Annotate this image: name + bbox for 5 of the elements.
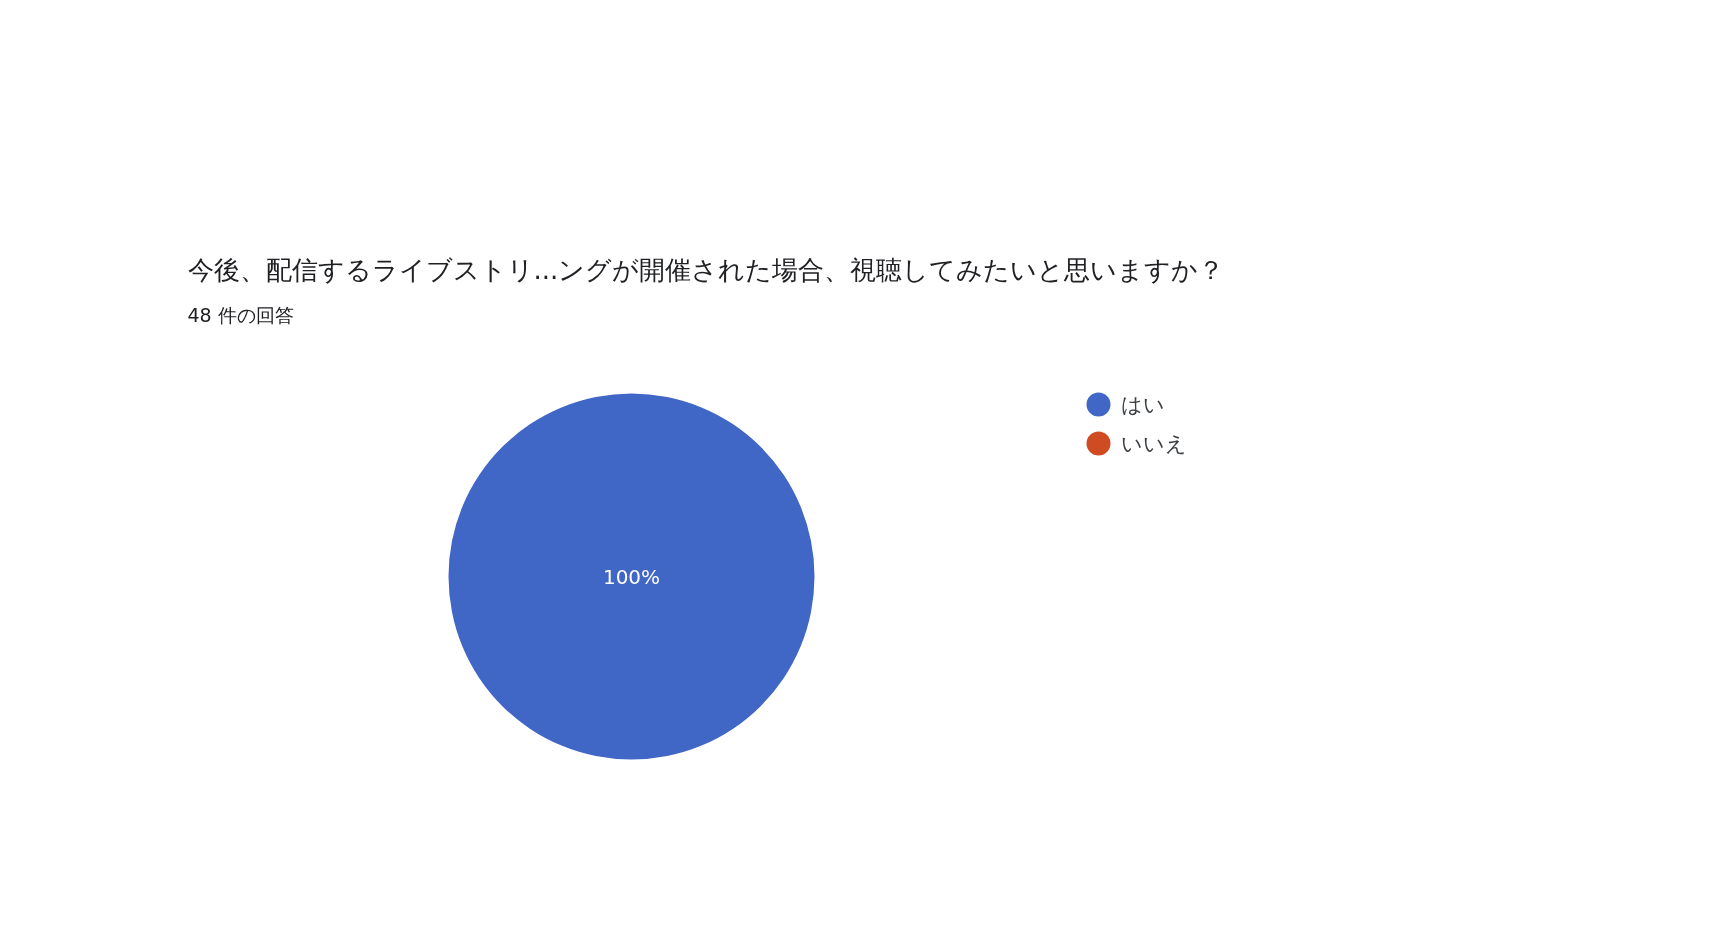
legend-label: いいえ bbox=[1120, 431, 1187, 456]
chart-title: 今後、配信するライブストリ...ングが開催された場合、視聴してみたいと思いますか？ bbox=[187, 254, 1225, 285]
data-label: 100% bbox=[602, 564, 661, 589]
text: 48 件の回答 bbox=[187, 303, 294, 326]
legend-label: はい bbox=[1120, 392, 1165, 417]
